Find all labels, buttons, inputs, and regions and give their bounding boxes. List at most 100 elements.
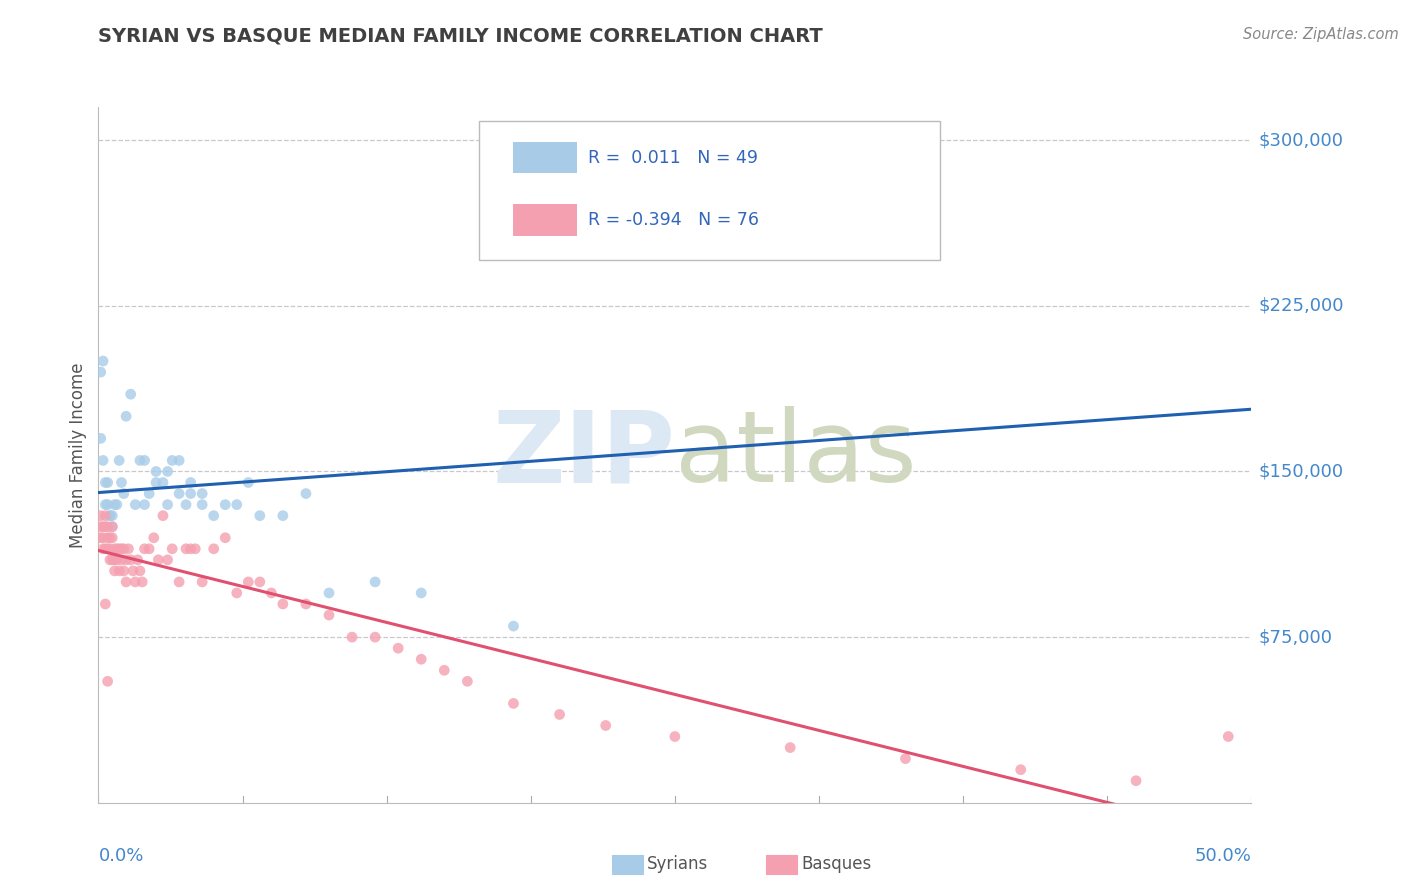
Point	[91, 354, 114, 368]
Point	[97, 531, 120, 545]
Point	[134, 498, 156, 512]
Point	[456, 674, 478, 689]
Point	[214, 531, 236, 545]
Point	[180, 486, 202, 500]
Point	[174, 541, 197, 556]
Point	[103, 498, 125, 512]
Point	[131, 574, 153, 589]
Point	[108, 541, 131, 556]
Point	[108, 453, 131, 467]
FancyBboxPatch shape	[513, 204, 576, 235]
Point	[94, 541, 117, 556]
Point	[94, 597, 117, 611]
Point	[364, 630, 387, 644]
Text: SYRIAN VS BASQUE MEDIAN FAMILY INCOME CORRELATION CHART: SYRIAN VS BASQUE MEDIAN FAMILY INCOME CO…	[98, 27, 823, 45]
Point	[664, 730, 686, 744]
Point	[148, 553, 170, 567]
Point	[411, 586, 433, 600]
Point	[90, 431, 112, 445]
Point	[112, 564, 135, 578]
Point	[115, 409, 138, 424]
Point	[91, 541, 114, 556]
Point	[91, 531, 114, 545]
Point	[318, 586, 340, 600]
Point	[90, 508, 112, 523]
Point	[191, 498, 214, 512]
Point	[98, 508, 121, 523]
Point	[202, 541, 225, 556]
Point	[295, 597, 318, 611]
Point	[134, 541, 156, 556]
Text: $75,000: $75,000	[1258, 628, 1333, 646]
Point	[548, 707, 571, 722]
Point	[214, 498, 236, 512]
Point	[90, 519, 112, 533]
Point	[167, 574, 190, 589]
Point	[340, 630, 363, 644]
Point	[238, 574, 260, 589]
Point	[180, 541, 202, 556]
Point	[779, 740, 801, 755]
Point	[145, 465, 167, 479]
Point	[138, 486, 160, 500]
Point	[129, 564, 152, 578]
Point	[97, 498, 120, 512]
Point	[160, 453, 183, 467]
Point	[271, 597, 294, 611]
Point	[105, 498, 128, 512]
Point	[91, 519, 114, 533]
Point	[112, 541, 135, 556]
Point	[94, 498, 117, 512]
Point	[97, 674, 120, 689]
Text: $150,000: $150,000	[1258, 462, 1344, 481]
Text: $225,000: $225,000	[1258, 297, 1344, 315]
Point	[120, 387, 142, 401]
Point	[124, 574, 146, 589]
Point	[152, 475, 174, 490]
Point	[160, 541, 183, 556]
Point	[138, 541, 160, 556]
Point	[105, 541, 128, 556]
Point	[115, 574, 138, 589]
Point	[318, 608, 340, 623]
Point	[249, 508, 271, 523]
Text: Source: ZipAtlas.com: Source: ZipAtlas.com	[1243, 27, 1399, 42]
Point	[184, 541, 207, 556]
Point	[105, 553, 128, 567]
Point	[225, 586, 247, 600]
Point	[364, 574, 387, 589]
Point	[108, 564, 131, 578]
Point	[180, 475, 202, 490]
Point	[202, 508, 225, 523]
Text: R = -0.394   N = 76: R = -0.394 N = 76	[589, 211, 759, 229]
Point	[260, 586, 283, 600]
Point	[156, 465, 179, 479]
Point	[124, 498, 146, 512]
Point	[94, 475, 117, 490]
Point	[98, 508, 121, 523]
Point	[90, 531, 112, 545]
Point	[167, 453, 190, 467]
Y-axis label: Median Family Income: Median Family Income	[69, 362, 87, 548]
Point	[110, 475, 132, 490]
Point	[101, 531, 124, 545]
Point	[271, 508, 294, 523]
Point	[894, 199, 917, 213]
Point	[1125, 773, 1147, 788]
Point	[97, 541, 120, 556]
Point	[103, 564, 125, 578]
Point	[94, 508, 117, 523]
Point	[411, 652, 433, 666]
Point	[101, 519, 124, 533]
Point	[112, 486, 135, 500]
Point	[1010, 763, 1032, 777]
Point	[225, 498, 247, 512]
Point	[156, 553, 179, 567]
Point	[115, 553, 138, 567]
Point	[502, 619, 524, 633]
Point	[433, 663, 456, 677]
Text: 0.0%: 0.0%	[98, 847, 143, 865]
Point	[142, 531, 165, 545]
Text: ZIP: ZIP	[492, 407, 675, 503]
Point	[117, 541, 139, 556]
